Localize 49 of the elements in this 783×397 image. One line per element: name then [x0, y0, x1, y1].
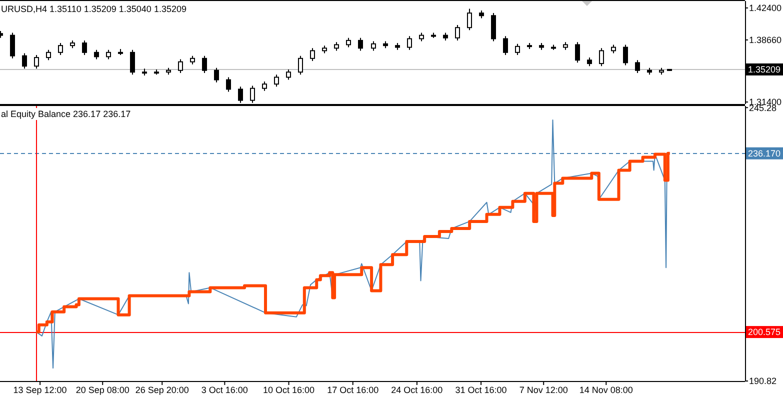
candlestick [346, 37, 351, 48]
ref-line-label: 1.35209 [748, 64, 781, 75]
candlestick [262, 81, 267, 92]
candlestick [515, 43, 520, 56]
candlestick [635, 60, 640, 74]
candlestick [274, 74, 279, 88]
candlestick [46, 49, 51, 61]
candlestick [298, 55, 303, 76]
x-tick-label: 10 Oct 16:00 [262, 385, 315, 395]
candlestick [82, 40, 87, 56]
candlestick [214, 67, 219, 83]
y-tick-label: 1.42400 [749, 3, 782, 14]
x-tick-label: 24 Oct 16:00 [391, 385, 443, 395]
candlestick [467, 8, 472, 31]
candlestick [58, 42, 63, 56]
candlestick [106, 49, 111, 60]
x-tick-label: 13 Sep 12:00 [13, 385, 67, 395]
candlestick [491, 12, 496, 42]
candlestick [623, 44, 628, 66]
candlestick [407, 36, 412, 50]
chart-title: URUSD,H4 1.35110 1.35209 1.35040 1.35209 [1, 4, 186, 14]
candlestick [178, 58, 183, 74]
x-tick-label: 20 Sep 08:00 [76, 385, 130, 395]
candlestick [10, 32, 15, 59]
candlestick [503, 36, 508, 56]
candlestick [455, 24, 460, 41]
x-tick-label: 26 Sep 20:00 [135, 385, 189, 395]
y-tick-label: 1.38660 [749, 35, 782, 46]
candlestick [358, 37, 363, 52]
x-tick-label: 7 Nov 12:00 [519, 385, 568, 395]
candlestick [310, 48, 315, 62]
x-tick-label: 17 Oct 16:00 [327, 385, 379, 395]
chart-title: al Equity Balance 236.17 236.17 [1, 109, 131, 119]
candlestick [94, 49, 99, 60]
candlestick [286, 69, 291, 80]
y-tick-label: 190.82 [749, 376, 777, 386]
ref-line-label: 236.170 [748, 148, 781, 158]
ref-line-label: 200.575 [748, 327, 781, 338]
candlestick [130, 49, 135, 76]
candlestick [202, 55, 207, 74]
candlestick [22, 52, 27, 70]
x-tick-label: 31 Oct 16:00 [455, 385, 507, 395]
x-tick-label: 3 Oct 16:00 [201, 385, 248, 395]
candlestick [599, 48, 604, 67]
candlestick [575, 42, 580, 64]
candlestick [371, 40, 376, 52]
x-tick-label: 14 Nov 08:00 [579, 385, 633, 395]
candlestick [34, 54, 39, 70]
candlestick [226, 76, 231, 92]
